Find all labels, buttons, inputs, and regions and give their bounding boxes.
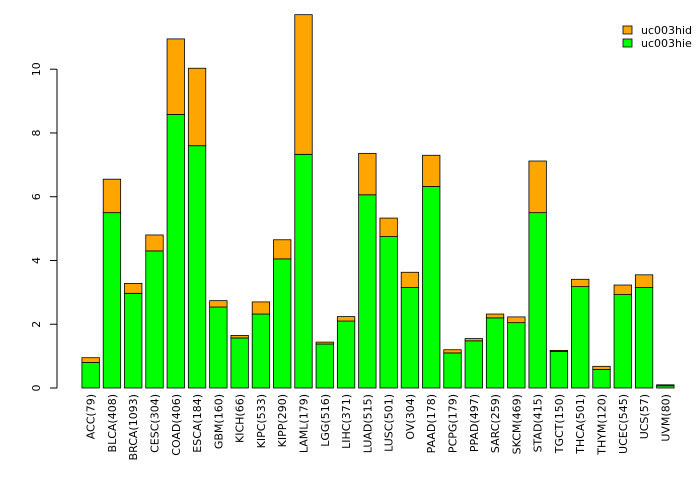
- bar-uc003hie-laml-179-: [294, 153, 313, 389]
- bar-uc003hid-tgct-150-: [549, 349, 569, 352]
- bar-uc003hie-thym-120-: [592, 369, 611, 389]
- x-tick-label-pcpg-179-: PCPG(179): [447, 394, 460, 453]
- x-tick-label-thym-120-: THYM(120): [596, 394, 609, 456]
- legend-swatch-uc003hie: [622, 38, 633, 48]
- x-tick-label-thca-501-: THCA(501): [574, 394, 587, 455]
- bar-uc003hid-skcm-469-: [507, 316, 526, 324]
- bar-uc003hid-paad-178-: [422, 154, 441, 187]
- bar-uc003hie-coad-406-: [166, 114, 185, 389]
- x-tick-label-kipc-533-: KIPC(533): [255, 394, 268, 448]
- y-tick-label-2: 2: [30, 321, 43, 328]
- x-tick-label-ucec-545-: UCEC(545): [617, 394, 630, 454]
- bar-uc003hie-sarc-259-: [485, 317, 505, 389]
- x-axis-labels: ACC(79) BLCA(408) BRCA(1093) CESC(304) COAD(…: [85, 394, 673, 460]
- bar-uc003hie-thca-501-: [571, 286, 590, 389]
- bar-uc003hie-brca-1093-: [124, 292, 143, 389]
- bar-uc003hie-stad-415-: [528, 212, 547, 389]
- bar-uc003hid-ucs-57-: [634, 274, 654, 288]
- x-tick-label-paad-178-: PAAD(178): [425, 394, 438, 453]
- bar-uc003hid-luad-515-: [358, 152, 377, 196]
- x-tick-label-ucs-57-: UCS(57): [638, 394, 651, 439]
- bar-uc003hid-kich-66-: [230, 334, 249, 339]
- bar-uc003hid-thym-120-: [592, 365, 611, 370]
- y-tick-label-4: 4: [30, 257, 43, 264]
- x-tick-label-gbm-160-: GBM(160): [212, 394, 225, 449]
- bar-uc003hie-ucec-545-: [613, 294, 632, 389]
- bar-uc003hie-kich-66-: [230, 337, 249, 389]
- bar-uc003hid-ppad-497-: [464, 338, 483, 342]
- bar-uc003hie-esca-184-: [187, 145, 207, 389]
- y-tick-label-0: 0: [30, 385, 43, 392]
- x-tick-label-esca-184-: ESCA(184): [191, 394, 204, 453]
- x-tick-label-acc-79-: ACC(79): [85, 394, 98, 439]
- x-tick-label-tgct-150-: TGCT(150): [553, 394, 566, 454]
- y-tick-label-6: 6: [30, 193, 43, 200]
- bar-uc003hid-thca-501-: [571, 278, 590, 288]
- bar-uc003hid-ucec-545-: [613, 284, 632, 295]
- x-tick-label-skcm-469-: SKCM(469): [510, 394, 523, 454]
- bar-uc003hie-pcpg-179-: [443, 352, 462, 389]
- legend-label-uc003hid: uc003hid: [641, 24, 692, 37]
- bar-uc003hie-kipp-290-: [273, 258, 292, 389]
- bars-layer: [81, 14, 675, 389]
- bar-uc003hid-blca-408-: [102, 178, 122, 214]
- x-tick-label-luad-515-: LUAD(515): [361, 394, 374, 453]
- y-axis: 0 2 4 6 8 10: [30, 62, 58, 392]
- bar-uc003hie-paad-178-: [422, 186, 441, 389]
- bar-uc003hid-brca-1093-: [124, 283, 143, 294]
- bar-uc003hie-ppad-497-: [464, 340, 483, 389]
- bar-uc003hie-lusc-501-: [379, 236, 398, 389]
- legend-swatch-uc003hid: [622, 25, 633, 35]
- bar-uc003hid-acc-79-: [81, 357, 100, 363]
- x-tick-label-kich-66-: KICH(66): [234, 394, 247, 443]
- bar-uc003hie-kipc-533-: [251, 313, 271, 389]
- bar-uc003hie-lihc-371-: [336, 320, 356, 389]
- y-tick-label-10: 10: [30, 62, 43, 76]
- bar-uc003hid-sarc-259-: [485, 313, 505, 319]
- x-tick-label-blca-408-: BLCA(408): [106, 394, 119, 452]
- bar-uc003hid-lgg-516-: [315, 341, 334, 345]
- bar-uc003hid-ov-304-: [400, 271, 420, 288]
- bar-uc003hid-coad-406-: [166, 38, 185, 115]
- bar-uc003hid-lihc-371-: [336, 316, 356, 322]
- bar-uc003hie-cesc-304-: [145, 250, 164, 389]
- legend-label-uc003hie: uc003hie: [641, 37, 692, 50]
- bar-uc003hid-kipc-533-: [251, 301, 271, 315]
- x-tick-label-lgg-516-: LGG(516): [319, 394, 332, 447]
- x-tick-label-sarc-259-: SARC(259): [489, 394, 502, 453]
- x-tick-label-ppad-497-: PPAD(497): [468, 394, 481, 452]
- bar-uc003hid-cesc-304-: [145, 234, 164, 252]
- bar-uc003hie-tgct-150-: [549, 350, 569, 389]
- bar-uc003hid-esca-184-: [187, 67, 207, 147]
- x-tick-label-ov-304-: OV(304): [404, 394, 417, 440]
- x-tick-label-lusc-501-: LUSC(501): [383, 394, 396, 452]
- x-tick-label-uvm-80-: UVM(80): [659, 394, 672, 442]
- bar-uc003hid-kipp-290-: [273, 239, 292, 260]
- bar-uc003hid-lusc-501-: [379, 217, 398, 237]
- x-tick-label-cesc-304-: CESC(304): [149, 394, 162, 453]
- x-tick-label-coad-406-: COAD(406): [170, 394, 183, 456]
- bar-uc003hie-gbm-160-: [209, 306, 228, 389]
- x-tick-label-kipp-290-: KIPP(290): [276, 394, 289, 447]
- bar-uc003hid-gbm-160-: [209, 300, 228, 308]
- x-tick-label-laml-179-: LAML(179): [298, 394, 311, 453]
- bar-uc003hid-pcpg-179-: [443, 349, 462, 354]
- bar-uc003hie-blca-408-: [102, 212, 122, 389]
- bar-uc003hie-acc-79-: [81, 362, 100, 389]
- bar-uc003hie-luad-515-: [358, 194, 377, 389]
- bar-uc003hid-stad-415-: [528, 160, 547, 214]
- bar-uc003hid-uvm-80-: [656, 384, 675, 387]
- bar-uc003hie-ov-304-: [400, 287, 420, 389]
- bar-uc003hie-lgg-516-: [315, 343, 334, 389]
- bar-uc003hid-laml-179-: [294, 14, 313, 155]
- x-tick-label-stad-415-: STAD(415): [532, 394, 545, 452]
- bar-uc003hie-skcm-469-: [507, 322, 526, 389]
- y-tick-label-8: 8: [30, 129, 43, 136]
- x-tick-label-lihc-371-: LIHC(371): [340, 394, 353, 449]
- x-tick-label-brca-1093-: BRCA(1093): [127, 394, 140, 460]
- bar-uc003hie-ucs-57-: [634, 287, 654, 389]
